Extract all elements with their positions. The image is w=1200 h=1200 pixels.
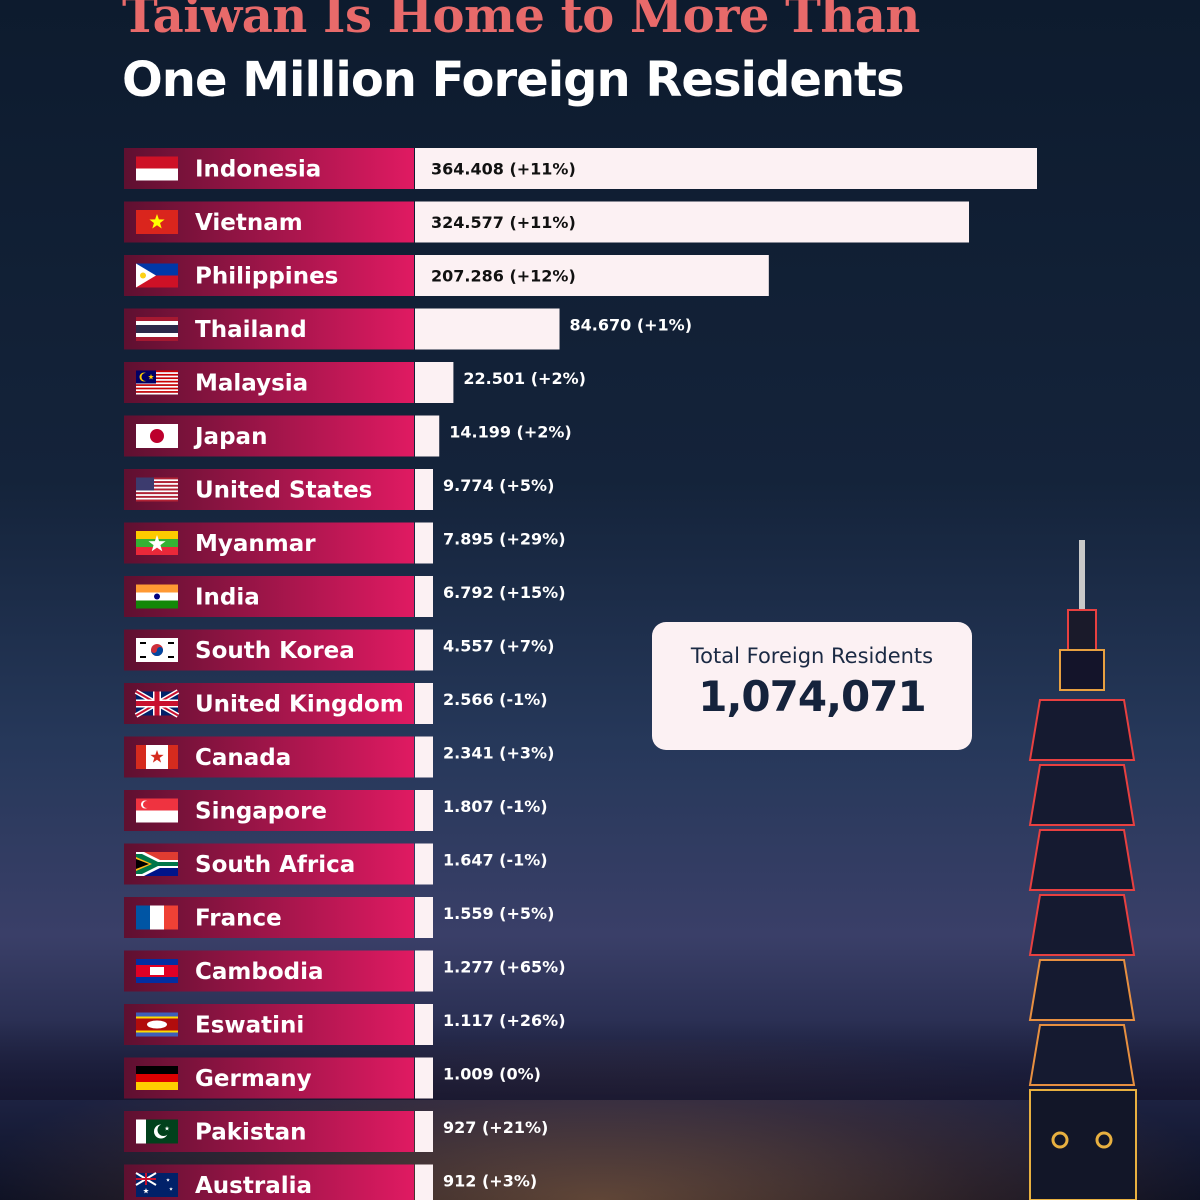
category-label: Singapore (195, 799, 327, 825)
category-label: France (195, 906, 282, 932)
eswatini-flag-icon (136, 1012, 178, 1037)
france-flag-icon (136, 905, 178, 930)
category-label: Eswatini (195, 1013, 304, 1039)
data-label: 207.286 (+12%) (431, 267, 576, 286)
value-bar (415, 308, 560, 350)
category-label: Thailand (195, 317, 307, 343)
title-line-1: Taiwan Is Home to More Than (122, 0, 920, 44)
malaysia-flag-icon (136, 370, 178, 395)
title-line-2: One Million Foreign Residents (122, 52, 905, 108)
category-label: Germany (195, 1066, 312, 1092)
data-label: 6.792 (+15%) (443, 583, 566, 602)
data-label: 22.501 (+2%) (463, 369, 586, 388)
thailand-flag-icon (136, 317, 178, 341)
pakistan-flag-icon (136, 1119, 178, 1144)
value-bar (415, 255, 769, 296)
value-bar (415, 950, 433, 992)
data-label: 1.807 (-1%) (443, 797, 548, 816)
value-bar (415, 1164, 433, 1200)
category-label: South Korea (195, 638, 355, 664)
category-label: Indonesia (195, 157, 321, 183)
india-flag-icon (136, 584, 178, 609)
value-bar (415, 415, 440, 457)
category-label: Malaysia (195, 371, 308, 397)
value-bar (415, 201, 970, 243)
cambodia-flag-icon (136, 959, 178, 983)
data-label: 2.566 (-1%) (443, 690, 548, 709)
data-label: 1.117 (+26%) (443, 1011, 566, 1030)
south-africa-flag-icon (136, 852, 178, 876)
value-bar (415, 1111, 433, 1152)
value-bar (415, 1004, 433, 1045)
vietnam-flag-icon (136, 210, 178, 234)
data-label: 364.408 (+11%) (431, 160, 576, 179)
value-bar (415, 362, 454, 403)
category-label: Australia (195, 1173, 312, 1199)
value-bar (415, 629, 433, 671)
category-label: Canada (195, 745, 291, 771)
data-label: 84.670 (+1%) (570, 316, 693, 335)
category-label: Myanmar (195, 531, 316, 557)
category-label: Vietnam (195, 210, 303, 236)
value-bar (415, 576, 433, 617)
total-residents-card: Total Foreign Residents 1,074,071 (652, 622, 972, 750)
value-bar (415, 843, 433, 885)
value-bar (415, 469, 433, 510)
category-label: South Africa (195, 852, 355, 878)
south-korea-flag-icon (136, 638, 178, 662)
category-label: Pakistan (195, 1120, 307, 1146)
value-bar (415, 1057, 433, 1099)
category-label: Cambodia (195, 959, 324, 985)
data-label: 1.009 (0%) (443, 1065, 541, 1084)
data-label: 14.199 (+2%) (449, 423, 572, 442)
singapore-flag-icon (136, 798, 178, 823)
data-label: 4.557 (+7%) (443, 637, 554, 656)
total-residents-value: 1,074,071 (698, 672, 926, 721)
value-bar (415, 736, 433, 778)
data-label: 324.577 (+11%) (431, 213, 576, 232)
data-label: 9.774 (+5%) (443, 476, 554, 495)
category-label: Japan (193, 424, 267, 450)
data-label: 7.895 (+29%) (443, 530, 566, 549)
data-label: 1.647 (-1%) (443, 851, 548, 870)
data-label: 2.341 (+3%) (443, 744, 554, 763)
category-label: United States (195, 478, 372, 504)
australia-flag-icon (135, 1172, 178, 1197)
value-bar (415, 148, 1037, 189)
data-label: 1.559 (+5%) (443, 904, 554, 923)
united-states-flag-icon (136, 477, 178, 502)
total-residents-label: Total Foreign Residents (690, 644, 934, 668)
philippines-flag-icon (136, 263, 178, 288)
value-bar (415, 790, 433, 831)
data-label: 927 (+21%) (443, 1118, 548, 1137)
category-label: Philippines (195, 264, 338, 290)
category-label: United Kingdom (195, 692, 404, 718)
japan-flag-icon (136, 424, 178, 448)
value-bar (415, 897, 433, 938)
data-label: 1.277 (+65%) (443, 958, 566, 977)
germany-flag-icon (136, 1066, 178, 1090)
value-bar (415, 683, 433, 724)
data-label: 912 (+3%) (443, 1172, 537, 1191)
category-label: India (195, 585, 260, 611)
indonesia-flag-icon (136, 156, 178, 181)
value-bar (415, 522, 433, 564)
united-kingdom-flag-icon (134, 689, 180, 718)
myanmar-flag-icon (136, 531, 178, 555)
canada-flag-icon (136, 745, 178, 769)
